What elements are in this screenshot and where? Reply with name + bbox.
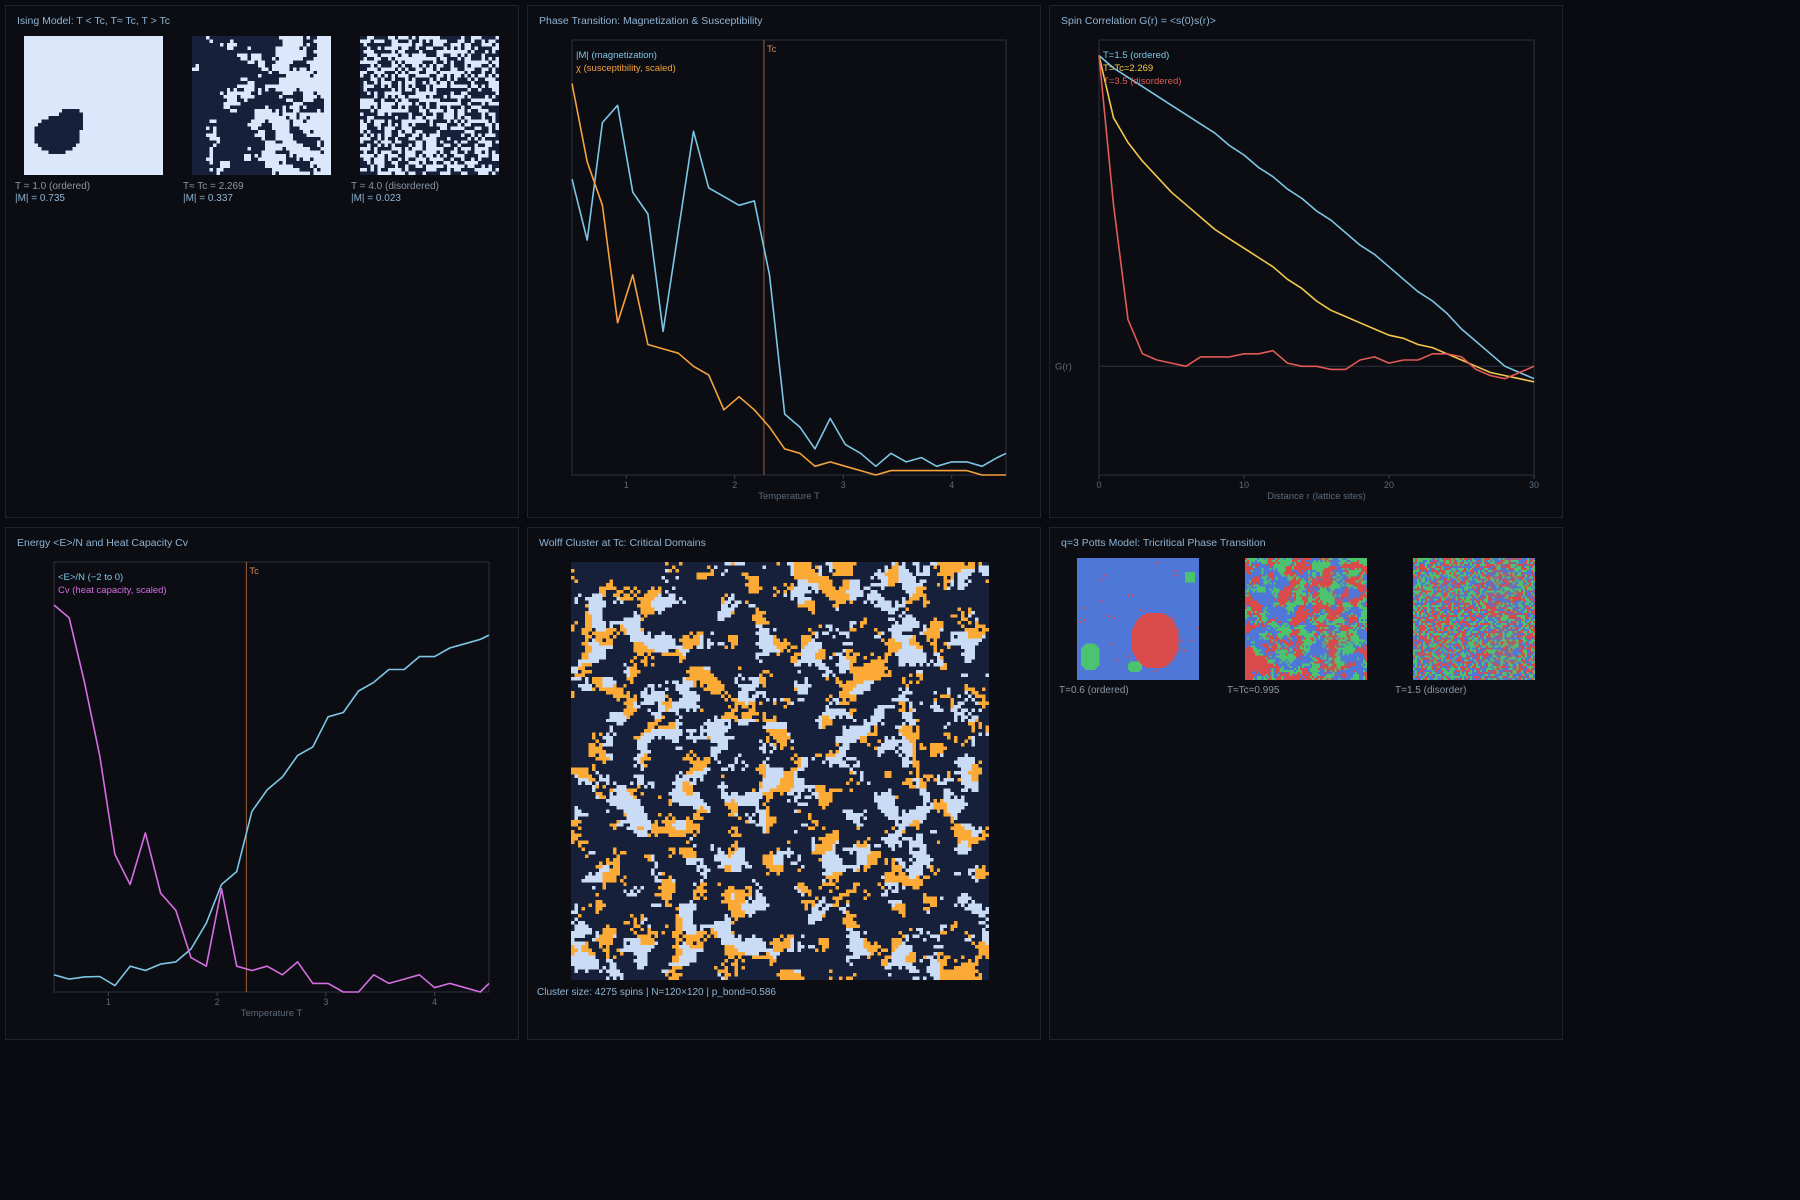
wolff-panel-title: Wolff Cluster at Tc: Critical Domains [539, 537, 706, 549]
x-axis-label: Temperature T [758, 491, 820, 502]
correlation-chart: 0 10 20 30 Distance r (lattice sites) G(r) T=1… [1055, 39, 1539, 502]
series-line-0 [571, 104, 1007, 468]
ising-label-critical: T≈ Tc = 2.269 [183, 181, 244, 192]
y-axis-label: G(r) [1055, 361, 1072, 372]
series-line-2 [1098, 55, 1535, 380]
correlation-panel-title: Spin Correlation G(r) = <s(0)s(r)> [1061, 15, 1216, 27]
x-tick-label: 3 [323, 997, 328, 1007]
plot-frame [571, 39, 1007, 476]
x-tick-label: 1 [106, 997, 111, 1007]
ising-mag-critical: |M| = 0.337 [183, 193, 233, 204]
magnetization-panel: Phase Transition: Magnetization & Suscep… [527, 5, 1041, 518]
legend-entry-0: T=1.5 (ordered) [1103, 50, 1169, 61]
energy-chart: 1 2 3 4 Temperature T Tc <E>/N (−2 to 0) Cv (he… [53, 561, 490, 1019]
x-tick-label: 20 [1384, 480, 1394, 490]
x-tick-label: 10 [1239, 480, 1249, 490]
x-tick-label: 4 [949, 480, 954, 490]
ising-lattice-critical [192, 36, 331, 175]
ising-label-disordered: T = 4.0 (disordered) [351, 181, 439, 192]
tc-marker-label: Tc [249, 566, 259, 577]
potts-label-disordered: T=1.5 (disorder) [1395, 685, 1467, 696]
wolff-cluster-lattice [571, 562, 989, 980]
ising-mag-disordered: |M| = 0.023 [351, 193, 401, 204]
plot-frame [53, 561, 490, 993]
potts-lattice-ordered [1077, 558, 1199, 680]
plot-frame [1098, 39, 1535, 476]
legend-entry-1: T=Tc=2.269 [1103, 63, 1153, 74]
ising-panel: Ising Model: T < Tc, T≈ Tc, T > Tc T = 1… [5, 5, 519, 518]
series-line-1 [1098, 55, 1535, 383]
legend-entry-0: <E>/N (−2 to 0) [58, 572, 123, 583]
potts-lattice-disordered [1413, 558, 1535, 680]
energy-panel: Energy <E>/N and Heat Capacity Cv 1 2 3 4 Te… [5, 527, 519, 1040]
legend-entry-1: χ (susceptibility, scaled) [576, 63, 676, 74]
series-line-1 [571, 83, 1006, 476]
x-axis-label: Distance r (lattice sites) [1267, 491, 1366, 502]
wolff-panel: Wolff Cluster at Tc: Critical Domains Cl… [527, 527, 1041, 1040]
ising-label-ordered: T = 1.0 (ordered) [15, 181, 91, 192]
x-tick-label: 4 [432, 997, 437, 1007]
ising-panel-title: Ising Model: T < Tc, T≈ Tc, T > Tc [17, 15, 171, 27]
series-line-1 [53, 604, 490, 993]
legend-entry-1: Cv (heat capacity, scaled) [58, 585, 167, 596]
wolff-caption: Cluster size: 4275 spins | N=120×120 | p… [537, 987, 776, 998]
series-line-0 [1098, 54, 1535, 380]
ising-lattice-ordered [24, 36, 163, 175]
potts-label-ordered: T=0.6 (ordered) [1059, 685, 1129, 696]
tc-marker-label: Tc [767, 44, 777, 55]
x-tick-label: 30 [1529, 480, 1539, 490]
series-line-0 [53, 634, 490, 987]
correlation-panel: Spin Correlation G(r) = <s(0)s(r)> 0 10 20… [1049, 5, 1563, 518]
ising-mag-ordered: |M| = 0.735 [15, 193, 65, 204]
x-tick-label: 0 [1096, 480, 1101, 490]
potts-panel: q=3 Potts Model: Tricritical Phase Trans… [1049, 527, 1563, 1040]
energy-panel-title: Energy <E>/N and Heat Capacity Cv [17, 537, 189, 549]
potts-label-critical: T≈Tc=0.995 [1227, 685, 1280, 696]
potts-panel-title: q=3 Potts Model: Tricritical Phase Trans… [1061, 537, 1266, 549]
ising-lattice-disordered [360, 36, 499, 175]
x-tick-label: 2 [215, 997, 220, 1007]
magnetization-chart: 1 2 3 4 Temperature T Tc |M| (magnetization) χ … [571, 39, 1007, 502]
x-tick-label: 1 [624, 480, 629, 490]
legend-entry-2: T=3.5 (disordered) [1103, 76, 1181, 87]
potts-lattice-critical [1245, 558, 1367, 680]
magnetization-panel-title: Phase Transition: Magnetization & Suscep… [539, 15, 763, 27]
x-tick-label: 2 [732, 480, 737, 490]
x-axis-label: Temperature T [241, 1008, 303, 1019]
x-tick-label: 3 [841, 480, 846, 490]
legend-entry-0: |M| (magnetization) [576, 50, 657, 61]
